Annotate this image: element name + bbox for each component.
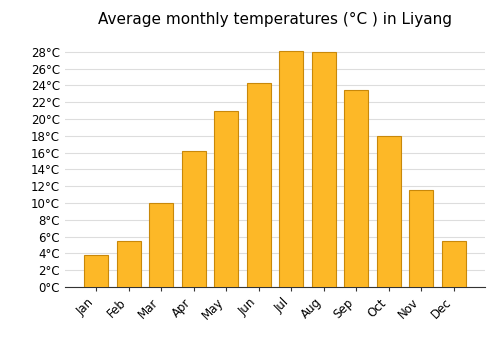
Bar [84,255,108,287]
Bar [149,203,174,287]
Bar [312,52,336,287]
Bar [442,241,466,287]
Title: Average monthly temperatures (°C ) in Liyang: Average monthly temperatures (°C ) in Li… [98,12,452,27]
Bar [246,83,271,287]
Bar [344,90,368,287]
Bar [214,111,238,287]
Bar [116,241,141,287]
Bar [409,190,434,287]
Bar [279,51,303,287]
Bar [376,136,401,287]
Bar [182,151,206,287]
